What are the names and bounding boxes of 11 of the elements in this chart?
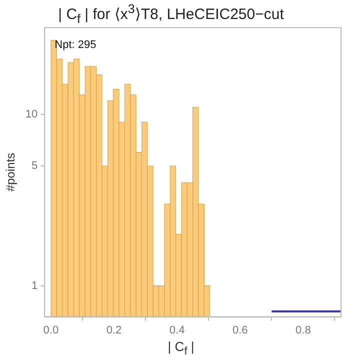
x-tick-label: 0.8 [296, 324, 311, 336]
x-tick-label: 0.6 [232, 324, 248, 336]
chart-title: | C$_{f}$ | for ⟨x$^{3}$⟩T8, LHeCEIC250−cut [57, 1, 285, 28]
y-tick-label: 1 [32, 280, 38, 292]
y-axis-title: #points [4, 152, 18, 192]
x-tick-label: 0.2 [106, 324, 122, 336]
x-axis-title: | C$_{f}$ | [166, 339, 196, 358]
x-tick-label: 0.0 [43, 324, 59, 336]
x-tick-label: 0.4 [169, 324, 185, 336]
y-tick-label: 10 [25, 108, 38, 120]
y-tick-label: 5 [32, 160, 38, 172]
